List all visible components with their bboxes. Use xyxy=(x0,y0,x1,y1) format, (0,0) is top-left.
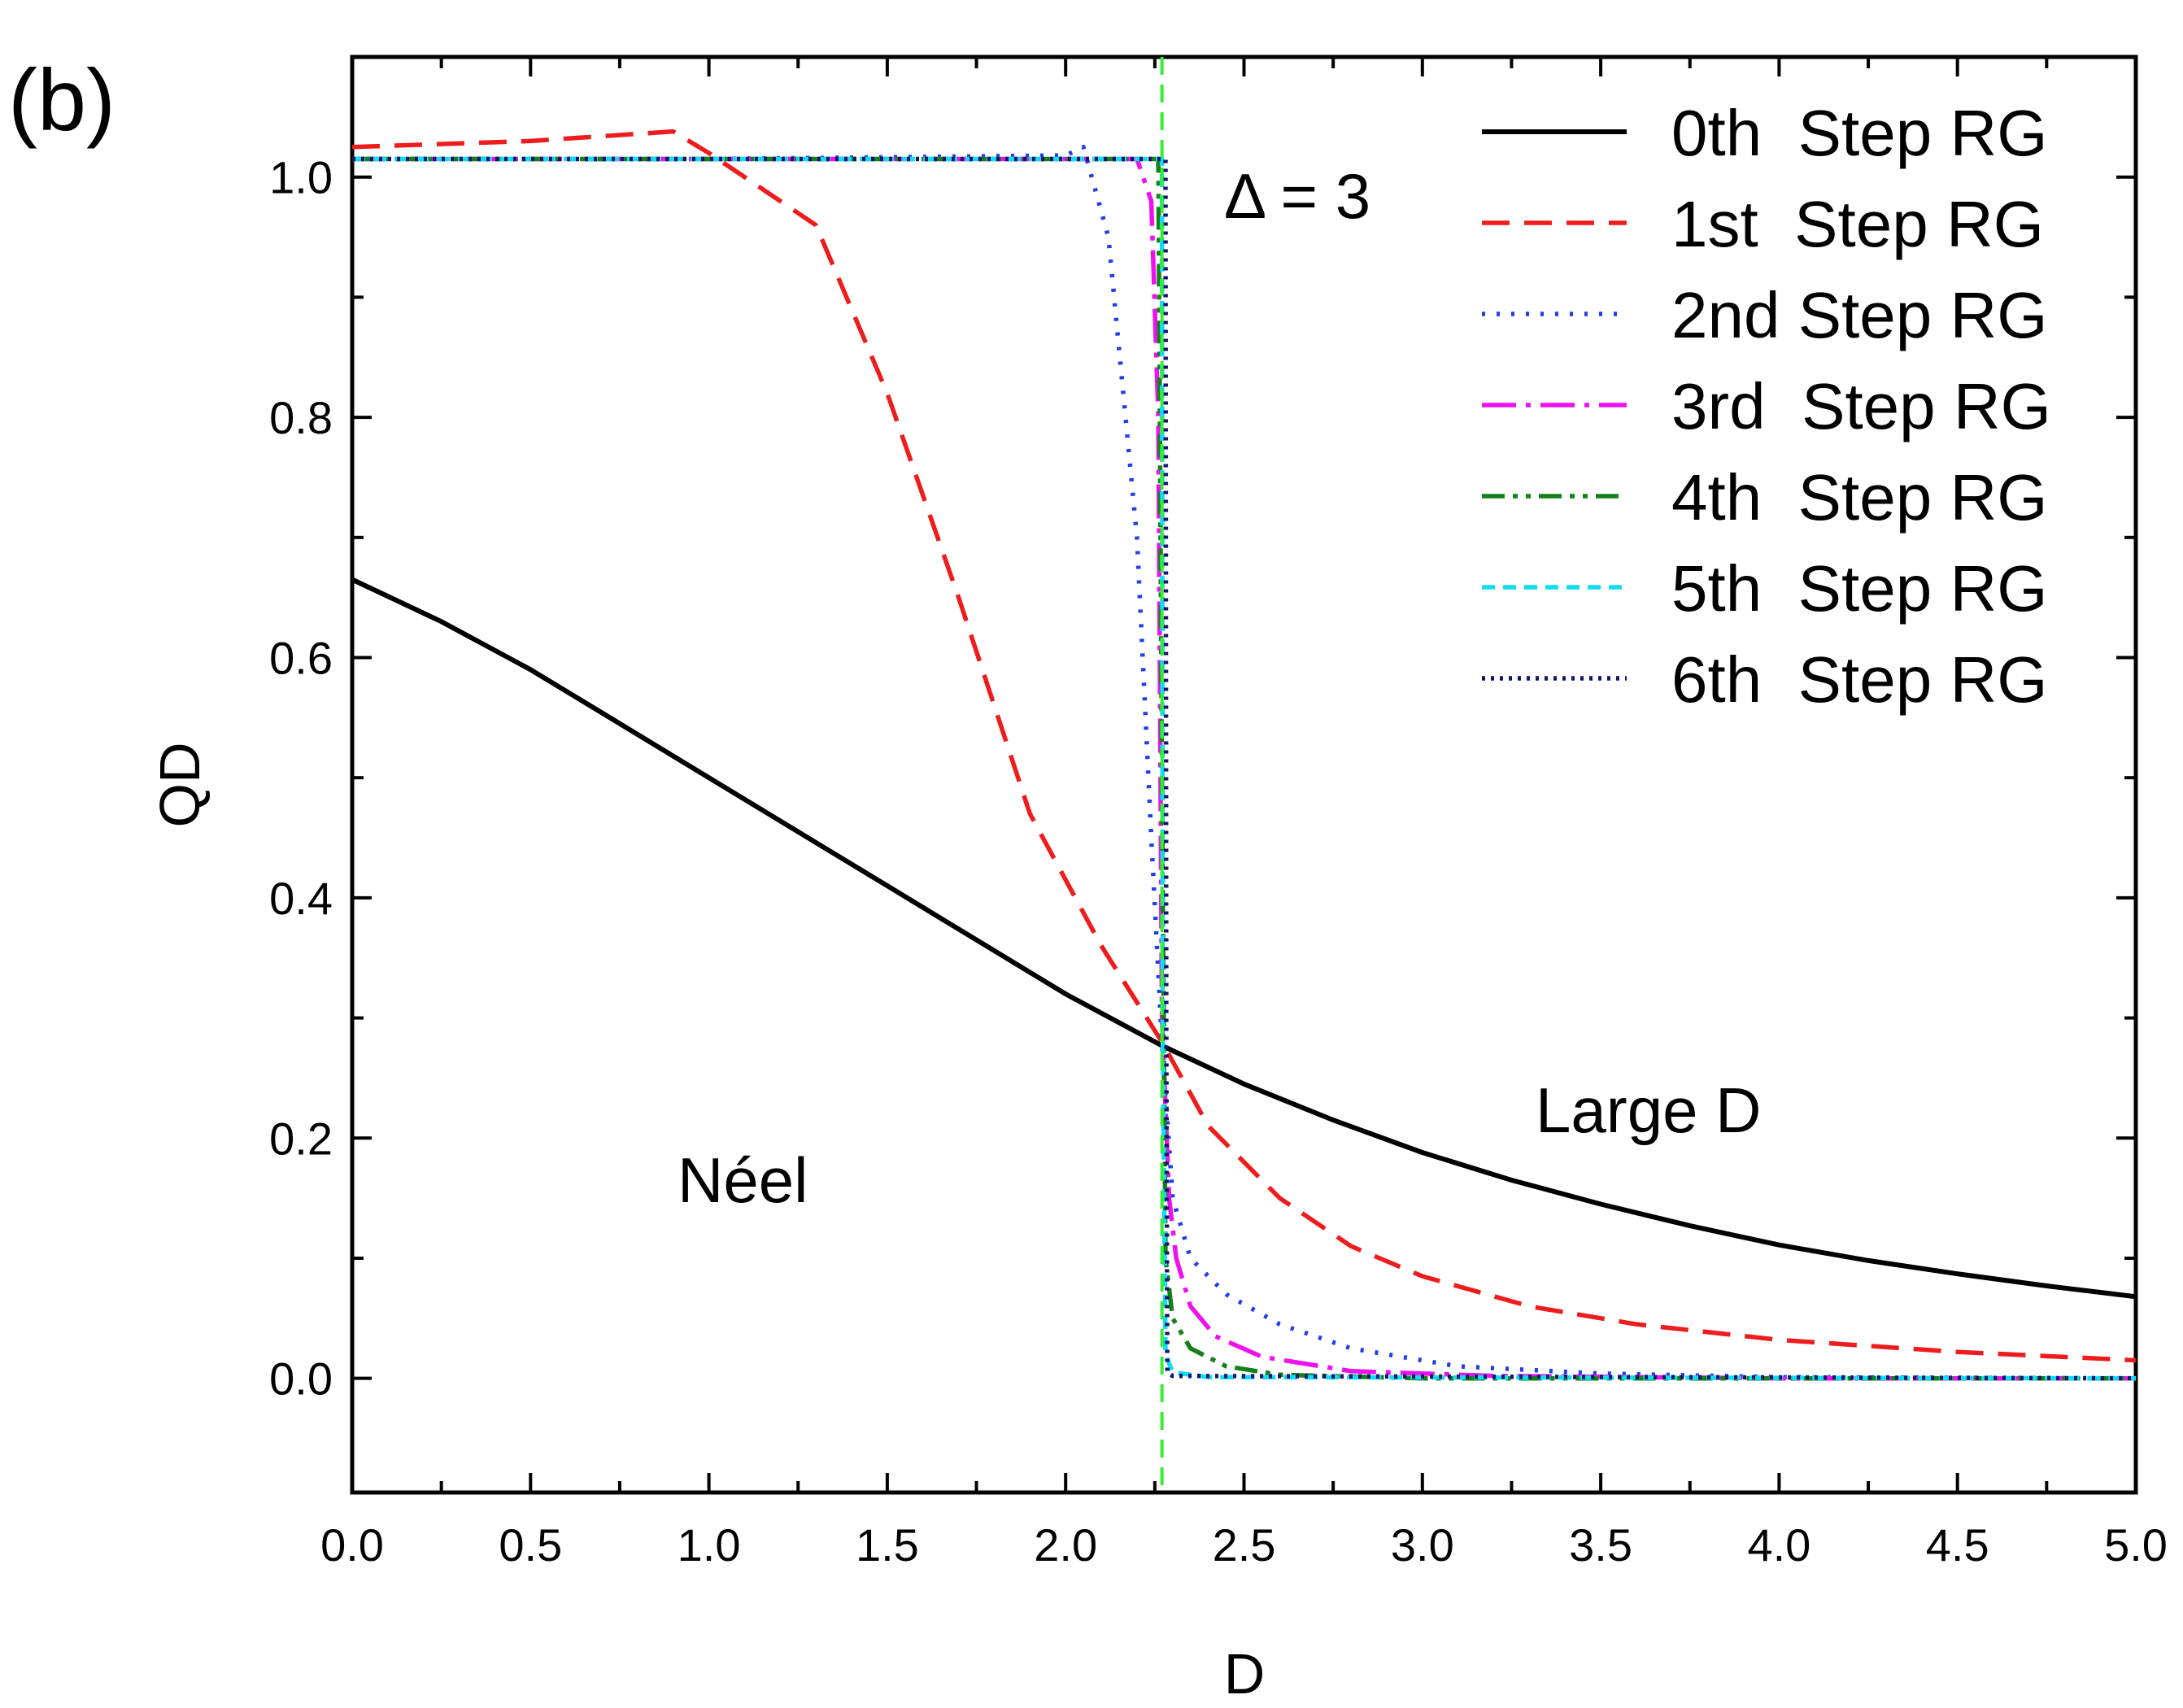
y-tick-label: 0.2 xyxy=(269,1113,333,1164)
x-tick-label: 4.0 xyxy=(1747,1519,1810,1571)
series-line-1 xyxy=(352,129,2136,1363)
y-tick-label: 1.0 xyxy=(269,152,333,203)
legend-label-5: 5th Step RG xyxy=(1671,552,2047,625)
x-tick-label: 4.5 xyxy=(1926,1519,1989,1571)
legend-label-0: 0th Step RG xyxy=(1671,97,2047,169)
y-axis-title: QD xyxy=(148,743,211,828)
legend-label-2: 2nd Step RG xyxy=(1671,279,2048,351)
legend-label-4: 4th Step RG xyxy=(1671,461,2047,534)
x-tick-label: 0.5 xyxy=(499,1519,562,1571)
x-tick-label: 5.0 xyxy=(2104,1519,2168,1571)
legend-label-6: 6th Step RG xyxy=(1671,643,2047,716)
x-tick-label: 1.5 xyxy=(856,1519,919,1571)
axis-ticks xyxy=(351,55,2137,1492)
x-axis-title: D xyxy=(1224,1642,1266,1706)
x-tick-label: 0.0 xyxy=(320,1519,384,1571)
x-tick-label: 2.5 xyxy=(1213,1519,1276,1571)
y-tick-label: 0.6 xyxy=(269,632,333,683)
y-tick-label: 0.0 xyxy=(269,1353,333,1405)
legend-label-1: 1st Step RG xyxy=(1671,188,2044,260)
axis-tick-labels: 0.0 0.5 1.0 1.5 2.0 2.5 3.0 3.5 4.0 4.5 5.0 0.0 0.2 0… xyxy=(269,152,2168,1571)
annotation-delta: Δ = 3 xyxy=(1224,160,1370,232)
annotation-neel: Néel xyxy=(678,1144,808,1216)
series-line-3 xyxy=(352,156,2136,1381)
series-line-0 xyxy=(352,577,2136,1300)
annotation-large-d: Large D xyxy=(1536,1074,1762,1146)
plot-frame xyxy=(350,54,2138,1495)
series-lines xyxy=(352,129,2136,1381)
x-tick-label: 3.5 xyxy=(1569,1519,1632,1571)
x-tick-label: 2.0 xyxy=(1034,1519,1097,1571)
legend-label-3: 3rd Step RG xyxy=(1671,370,2051,442)
x-tick-label: 3.0 xyxy=(1391,1519,1454,1571)
legend: 0th Step RG 1st Step RG 2nd Step RG 3rd Ste… xyxy=(1482,97,2051,716)
y-tick-label: 0.4 xyxy=(269,873,333,924)
series-line-2 xyxy=(352,145,2136,1381)
y-tick-label: 0.8 xyxy=(269,392,333,443)
panel-label: (b) xyxy=(8,50,115,149)
x-tick-label: 1.0 xyxy=(678,1519,741,1571)
series-line-6 xyxy=(352,156,2136,1381)
